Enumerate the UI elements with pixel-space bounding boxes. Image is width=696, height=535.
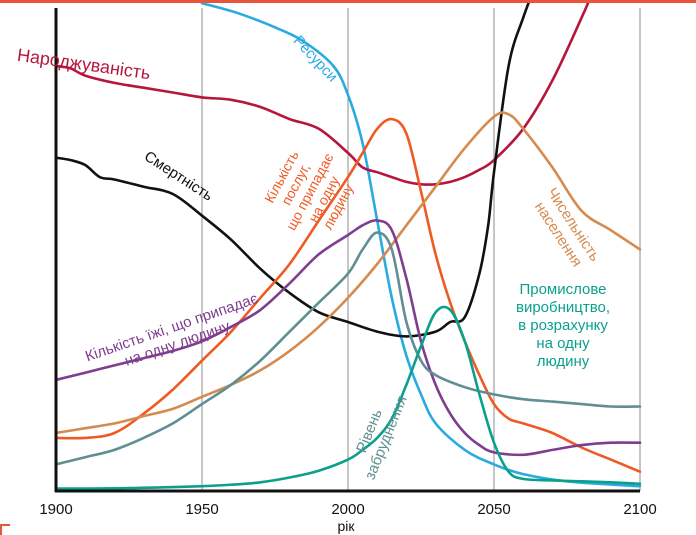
x-tick-2000: 2000 (331, 501, 364, 518)
series-label-population: Чисельністьнаселення (528, 185, 603, 275)
x-tick-labels: 1900 1950 2000 2050 2100 (39, 501, 656, 518)
series-line-food (56, 219, 642, 457)
top-frame-rule (0, 0, 696, 3)
series-line-resources (200, 3, 642, 488)
series-line-services (56, 117, 642, 473)
series-label-line: на одну (536, 335, 590, 352)
series-label-resources: Ресурси (290, 32, 341, 85)
axes (54, 8, 640, 493)
series-line-birth (56, 3, 590, 186)
series-label-line: виробництво, (516, 299, 610, 316)
series-label-services: Кількістьпослуг,що припадаєна однулюдину (254, 135, 364, 247)
series-label-birth: Народжуваність (16, 45, 152, 84)
series-label-line: людину (537, 353, 590, 370)
series-label-line: Народжуваність (16, 45, 152, 84)
x-tick-1950: 1950 (185, 501, 218, 518)
series-label-pollution: Рівеньзабруднення (345, 386, 411, 482)
series-line-population (56, 111, 642, 435)
series-line-death (56, 3, 530, 338)
series-label-industry: Промислове виробництво, в розрахунку на одн… (516, 281, 610, 370)
series-lines (56, 3, 642, 490)
x-tick-2100: 2100 (623, 501, 656, 518)
corner-mark (0, 524, 10, 535)
x-tick-1900: 1900 (39, 501, 72, 518)
series-label-line: Промислове (519, 281, 606, 298)
series-line-industry (56, 305, 642, 490)
x-tick-2050: 2050 (477, 501, 510, 518)
x-axis-label: рік (337, 518, 355, 534)
series-label-line: Ресурси (290, 32, 341, 85)
series-line-pollution (56, 231, 642, 466)
series-label-line: в розрахунку (518, 317, 608, 334)
